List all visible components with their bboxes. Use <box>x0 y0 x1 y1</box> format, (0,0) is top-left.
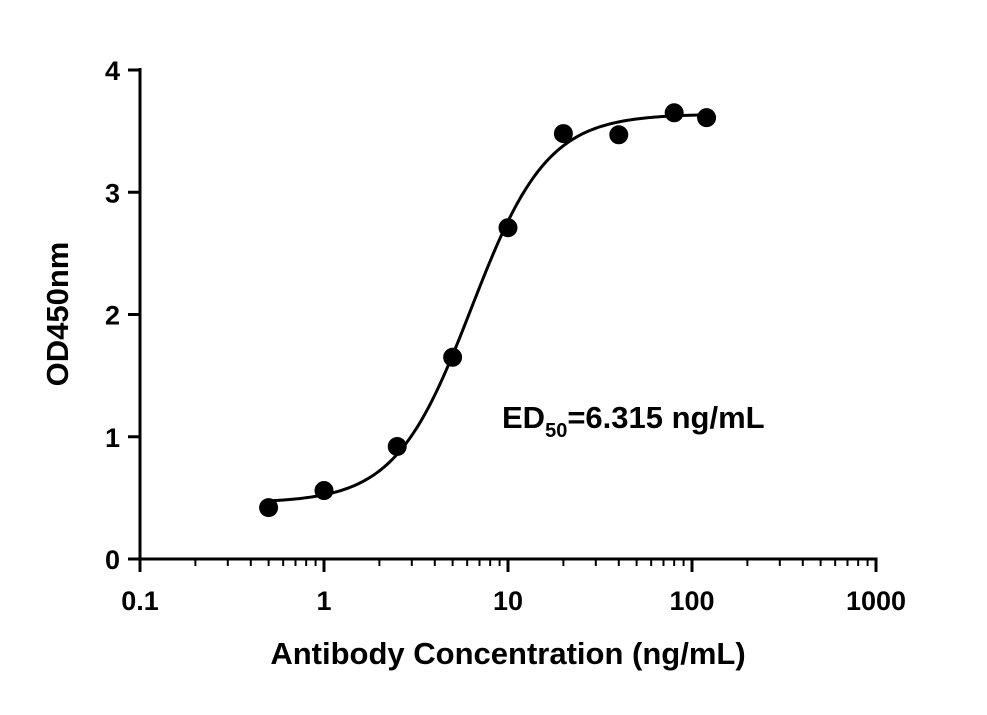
data-point <box>609 125 629 145</box>
x-tick-label: 1 <box>316 586 331 616</box>
ed50-prefix: ED <box>502 400 545 435</box>
ticks: 0 1 2 3 4 0.1 1 10 100 1000 <box>105 56 906 616</box>
data-point <box>697 108 717 128</box>
data-point <box>259 498 279 518</box>
data-point <box>443 347 463 367</box>
data-point <box>553 124 573 144</box>
data-points <box>259 103 717 518</box>
y-tick-label: 1 <box>105 423 120 453</box>
data-point <box>314 481 334 501</box>
x-tick-label: 100 <box>669 586 714 616</box>
data-point <box>664 103 684 123</box>
ed50-value: =6.315 ng/mL <box>567 400 764 435</box>
y-tick-label: 4 <box>105 56 120 86</box>
ed50-subscript: 50 <box>545 420 567 442</box>
x-tick-label: 1000 <box>846 586 906 616</box>
x-tick-label: 0.1 <box>121 586 159 616</box>
ed50-annotation: ED50=6.315 ng/mL <box>502 400 765 442</box>
y-tick-label: 0 <box>105 545 120 575</box>
x-tick-label: 10 <box>493 586 523 616</box>
data-point <box>387 437 407 457</box>
fit-curve <box>268 113 707 503</box>
axes <box>138 68 878 561</box>
x-axis-title: Antibody Concentration (ng/mL) <box>270 636 745 671</box>
y-tick-label: 2 <box>105 301 120 331</box>
y-axis-title: OD450nm <box>40 242 75 387</box>
data-point <box>498 218 518 238</box>
y-tick-label: 3 <box>105 178 120 208</box>
